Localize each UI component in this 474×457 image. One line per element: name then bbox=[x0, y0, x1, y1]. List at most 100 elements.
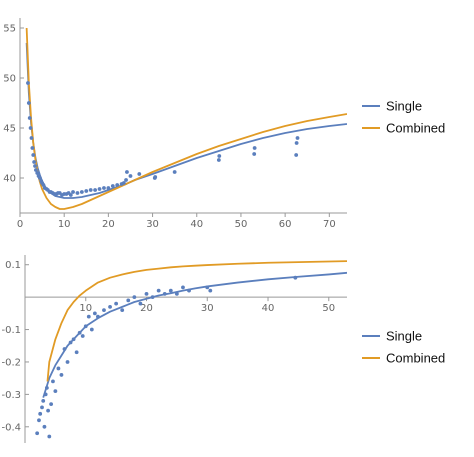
data-point bbox=[56, 366, 61, 371]
data-point bbox=[115, 183, 120, 187]
y-tick-label: 55 bbox=[3, 24, 16, 35]
data-point bbox=[42, 424, 47, 429]
data-point bbox=[144, 292, 149, 296]
y-tick-label: 0.1 bbox=[5, 260, 21, 271]
data-point bbox=[114, 301, 119, 306]
data-point bbox=[27, 116, 32, 120]
data-point bbox=[43, 392, 48, 397]
data-point bbox=[31, 153, 36, 157]
data-point bbox=[37, 176, 42, 180]
data-point bbox=[187, 288, 191, 293]
x-tick-label: 10 bbox=[58, 219, 71, 230]
y-tick-label: 45 bbox=[3, 124, 16, 135]
data-point bbox=[34, 168, 38, 172]
data-point bbox=[44, 386, 49, 390]
legend-label-combined: Combined bbox=[386, 121, 445, 136]
data-point bbox=[96, 314, 100, 319]
data-point bbox=[51, 379, 55, 384]
data-point bbox=[89, 327, 94, 332]
data-point bbox=[162, 292, 167, 296]
series-line-combined bbox=[25, 27, 347, 210]
data-point bbox=[80, 334, 85, 338]
x-tick-label: 60 bbox=[279, 219, 292, 230]
data-point bbox=[37, 418, 41, 423]
data-point bbox=[49, 402, 54, 406]
data-point bbox=[29, 136, 34, 140]
data-point bbox=[132, 295, 137, 300]
series-line-single bbox=[42, 271, 347, 398]
data-point bbox=[74, 350, 79, 355]
data-point bbox=[150, 295, 155, 300]
x-tick-label: 40 bbox=[190, 219, 203, 230]
data-point bbox=[35, 431, 40, 436]
legend-label-single: Single bbox=[386, 99, 422, 114]
y-tick-label: -0.3 bbox=[1, 390, 21, 401]
x-tick-label: 50 bbox=[235, 219, 248, 230]
data-point bbox=[26, 81, 30, 85]
data-point bbox=[33, 164, 37, 168]
data-point bbox=[53, 389, 58, 394]
data-point bbox=[295, 136, 300, 140]
x-tick-label: 0 bbox=[17, 219, 23, 230]
data-point bbox=[40, 405, 44, 410]
data-point bbox=[77, 330, 82, 335]
y-tick-label: -0.2 bbox=[1, 357, 21, 368]
x-tick-label: 30 bbox=[201, 303, 214, 314]
data-point bbox=[86, 314, 91, 319]
data-point bbox=[32, 160, 37, 164]
data-point bbox=[93, 188, 98, 192]
chart-1: 0 10 20 30 40 50 60 70 40 45 50 55 Single Combined bbox=[3, 18, 445, 230]
data-point bbox=[168, 288, 173, 293]
data-point bbox=[41, 398, 46, 403]
data-point bbox=[172, 170, 177, 174]
legend-label-single: Single bbox=[386, 329, 422, 344]
data-point bbox=[216, 158, 221, 162]
data-point bbox=[252, 152, 257, 156]
data-point bbox=[125, 170, 129, 174]
legend-label-combined: Combined bbox=[386, 351, 445, 366]
data-point bbox=[65, 360, 70, 364]
data-point bbox=[156, 288, 161, 293]
data-point bbox=[126, 298, 131, 303]
data-point bbox=[62, 347, 67, 351]
data-point bbox=[92, 311, 97, 316]
data-point bbox=[138, 301, 143, 306]
data-point bbox=[120, 308, 125, 312]
data-point bbox=[83, 324, 88, 329]
y-tick-label: -0.1 bbox=[1, 325, 21, 336]
data-point bbox=[97, 187, 102, 191]
data-point bbox=[106, 186, 111, 190]
data-point bbox=[217, 154, 222, 158]
data-point bbox=[41, 183, 46, 187]
data-point bbox=[35, 171, 40, 175]
y-tick-label: -0.4 bbox=[1, 422, 21, 433]
data-point bbox=[47, 434, 52, 439]
data-point bbox=[102, 308, 106, 312]
data-point bbox=[294, 153, 299, 157]
data-point bbox=[181, 285, 185, 290]
x-tick-label: 20 bbox=[140, 303, 153, 314]
data-point bbox=[75, 191, 80, 195]
chart-2: 10 20 30 40 50 0.1 -0.1 -0.2 -0.3 -0.4 Single Combi… bbox=[1, 255, 445, 443]
data-point bbox=[174, 292, 179, 296]
x-tick-label: 30 bbox=[146, 219, 159, 230]
data-point bbox=[71, 337, 76, 342]
series-line-combined bbox=[46, 260, 347, 382]
series-line-single bbox=[25, 42, 347, 199]
y-tick-label: 40 bbox=[3, 174, 16, 185]
data-point bbox=[124, 178, 128, 182]
data-point bbox=[108, 304, 112, 309]
y-tick-label: 50 bbox=[3, 74, 16, 85]
data-point bbox=[121, 181, 126, 185]
data-point bbox=[205, 285, 210, 290]
data-point bbox=[28, 126, 33, 130]
data-point bbox=[46, 408, 50, 413]
data-point bbox=[294, 141, 299, 145]
x-tick-label: 20 bbox=[102, 219, 115, 230]
data-point bbox=[128, 174, 133, 178]
data-point bbox=[137, 172, 142, 176]
data-point bbox=[208, 288, 213, 293]
x-tick-label: 10 bbox=[79, 303, 92, 314]
data-point bbox=[102, 186, 106, 190]
